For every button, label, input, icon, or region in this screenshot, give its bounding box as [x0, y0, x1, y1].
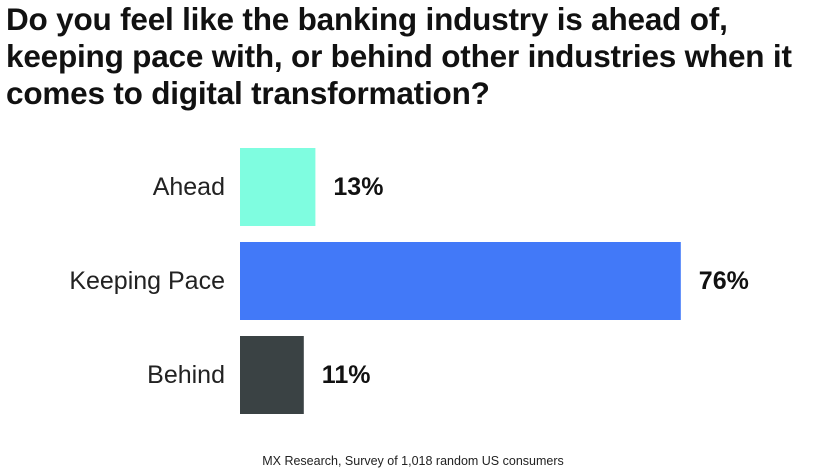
bar-behind	[240, 336, 304, 414]
category-label-keeping-pace: Keeping Pace	[69, 267, 225, 295]
source-note: MX Research, Survey of 1,018 random US c…	[262, 454, 564, 468]
bar-keeping-pace	[240, 242, 681, 320]
bar-ahead	[240, 148, 316, 226]
value-label-ahead: 13%	[333, 173, 383, 201]
category-label-ahead: Ahead	[153, 173, 225, 201]
category-label-behind: Behind	[147, 361, 225, 389]
chart-title: Do you feel like the banking industry is…	[6, 1, 792, 111]
value-label-behind: 11%	[322, 361, 371, 389]
value-label-keeping-pace: 76%	[699, 267, 749, 295]
